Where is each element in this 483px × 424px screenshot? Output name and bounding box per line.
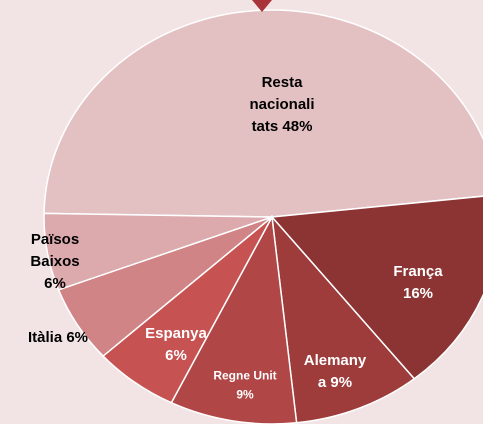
slice-label: 6% (44, 275, 66, 292)
pie-slice (270, 195, 483, 380)
slice-label: Resta (262, 74, 304, 91)
slice-label: Baixos (30, 253, 79, 270)
slice-label: Espanya (145, 325, 207, 342)
slice-label: Països (31, 231, 79, 248)
pointer (252, 0, 272, 12)
pie-slice (170, 214, 298, 424)
pie-slice (43, 212, 273, 291)
slice-label: nacionali (249, 96, 314, 113)
slice-label: tats 48% (252, 118, 313, 135)
slice-label: 6% (165, 347, 187, 364)
slice-label: Alemany (304, 352, 367, 369)
slice-label: a 9% (318, 374, 352, 391)
slice-label: Itàlia 6% (28, 329, 88, 346)
slice-label: 9% (236, 388, 254, 402)
slice-label: Regne Unit (213, 369, 276, 383)
slice-label: 16% (403, 285, 433, 302)
pie (43, 9, 483, 424)
pie-slice (270, 214, 416, 424)
slice-label: França (393, 263, 443, 280)
